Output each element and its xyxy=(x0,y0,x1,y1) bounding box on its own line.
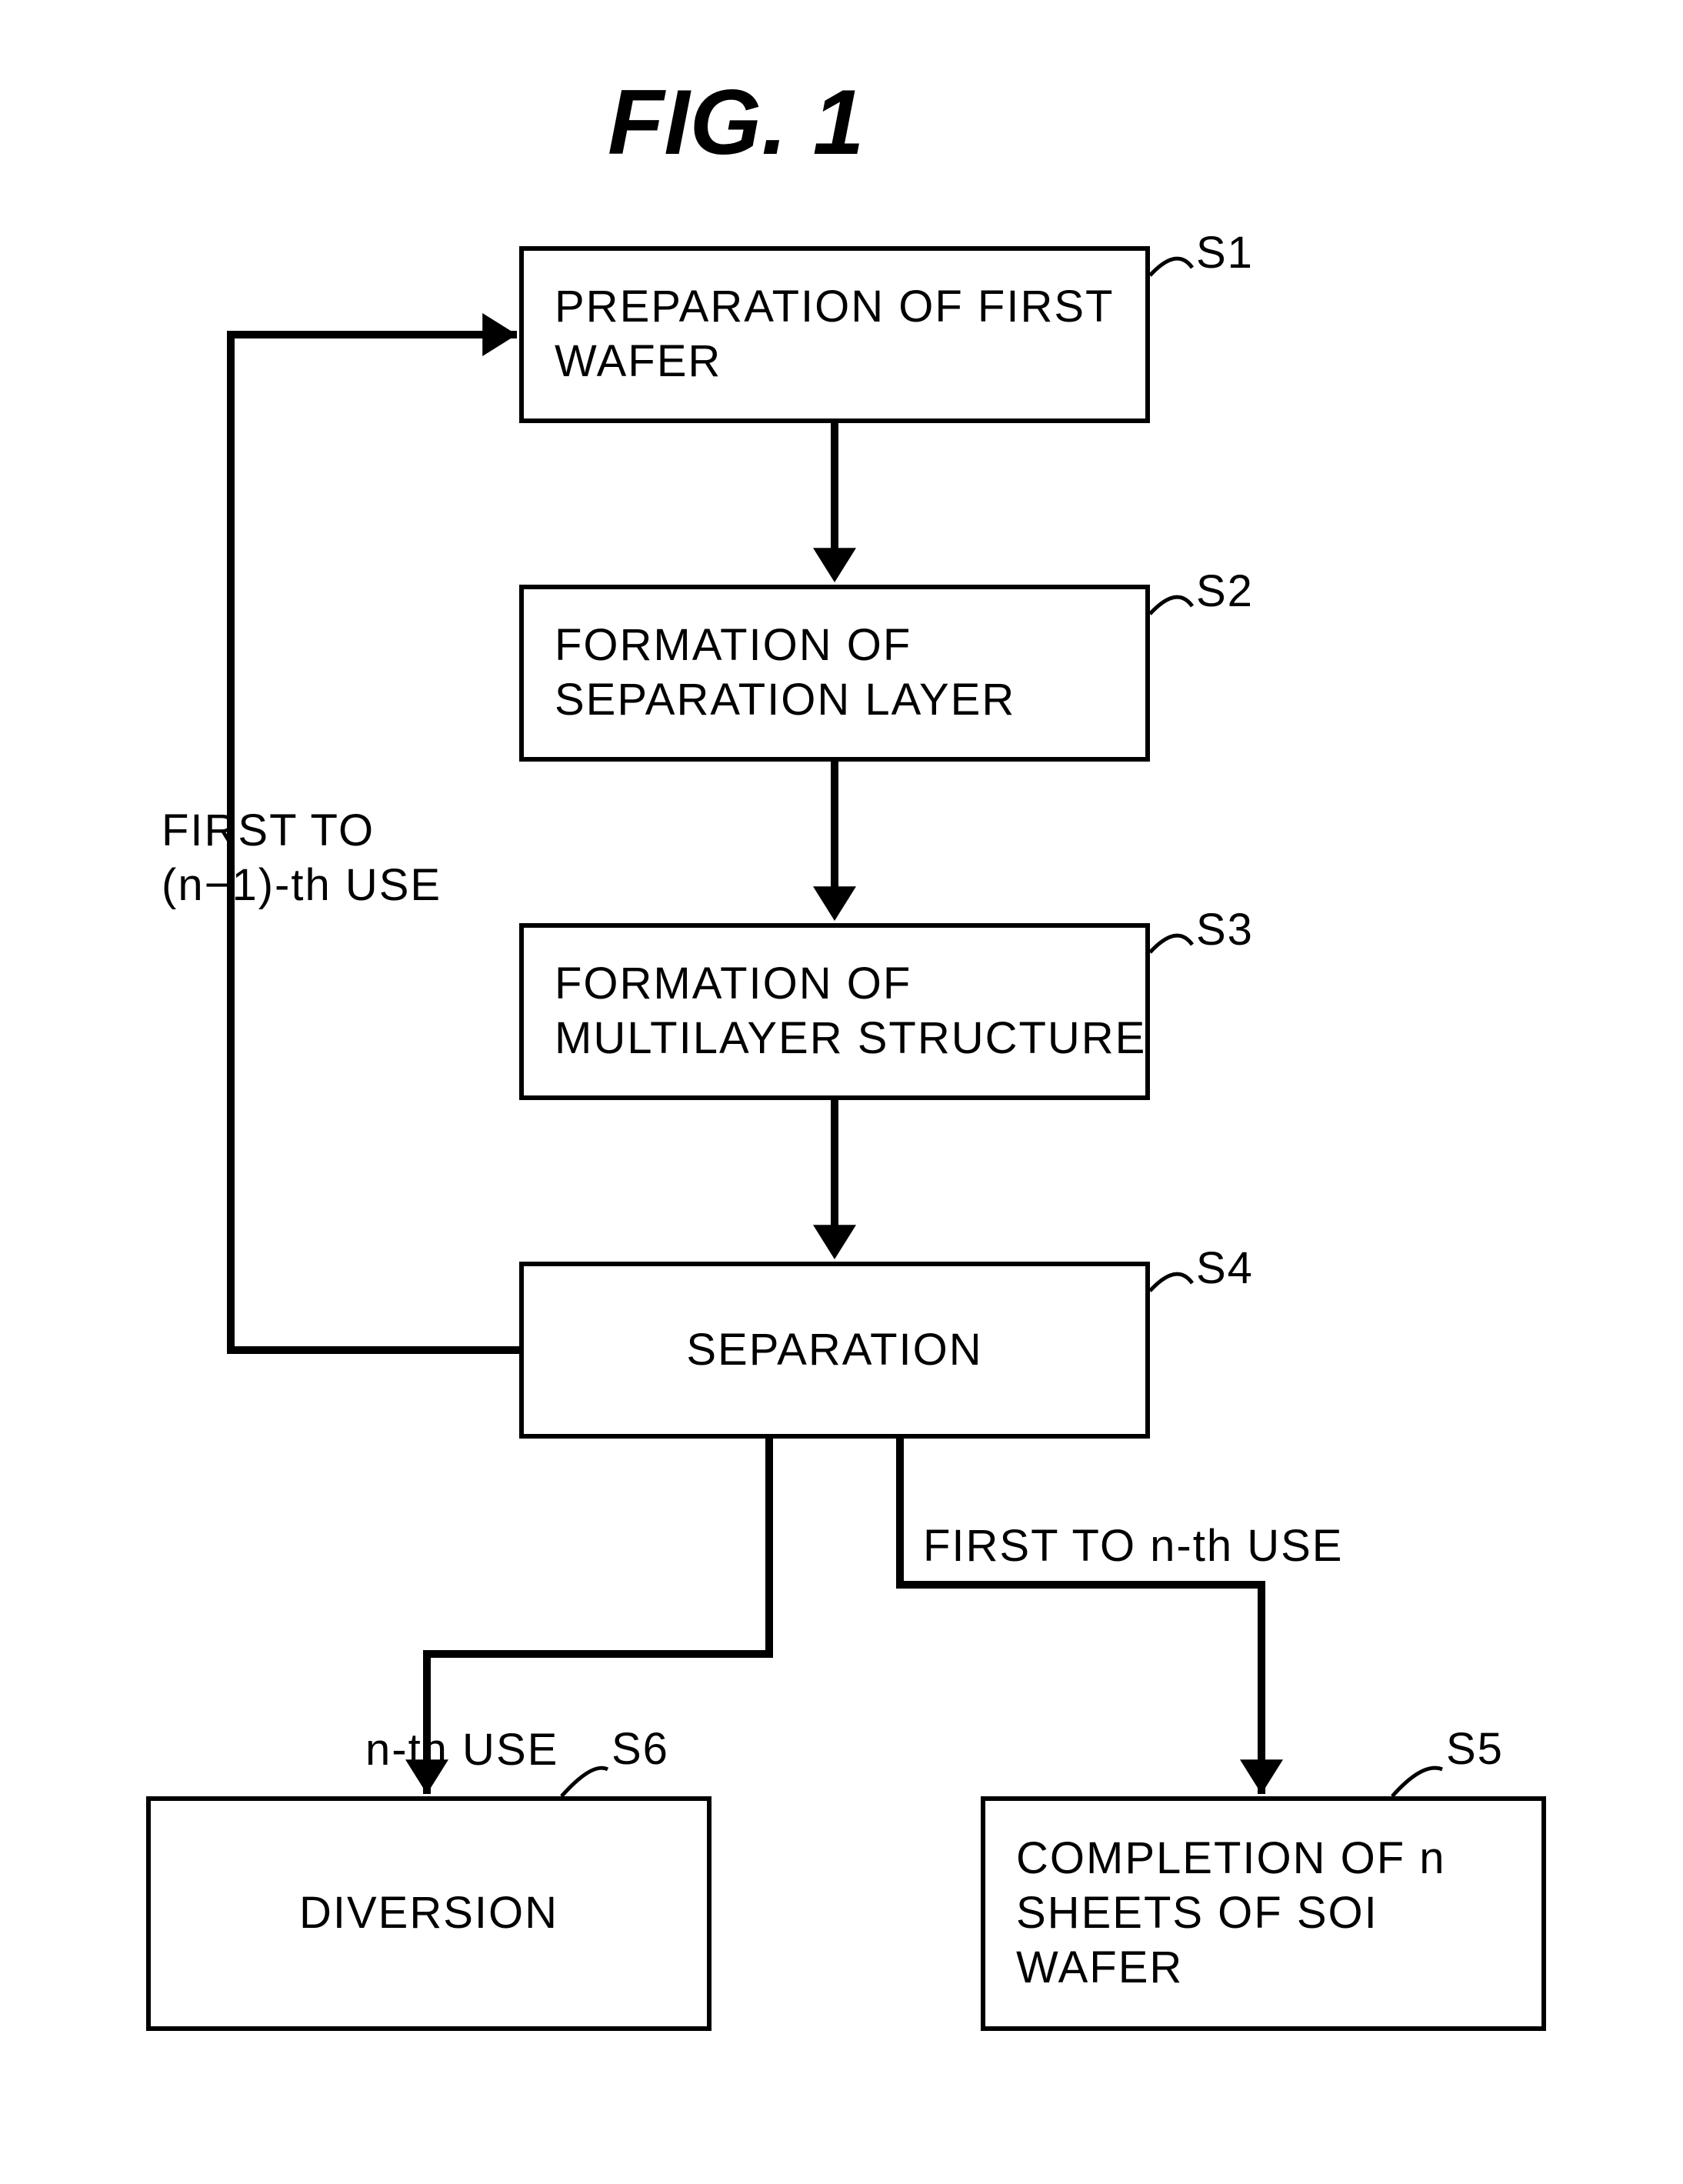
step-s2-box: FORMATION OF SEPARATION LAYER xyxy=(519,585,1150,762)
step-s3-text: FORMATION OF MULTILAYER STRUCTURE xyxy=(555,957,1146,1066)
loop-label: FIRST TO (n−1)-th USE xyxy=(162,804,442,913)
step-s4-box: SEPARATION xyxy=(519,1262,1150,1439)
step-s1-box: PREPARATION OF FIRST WAFER xyxy=(519,246,1150,423)
step-label-s5: S5 xyxy=(1446,1723,1504,1775)
step-s4-text: SEPARATION xyxy=(686,1323,982,1378)
step-s1-text: PREPARATION OF FIRST WAFER xyxy=(555,280,1114,389)
step-label-s4: S4 xyxy=(1196,1242,1254,1294)
right-branch-label: FIRST TO n-th USE xyxy=(923,1519,1343,1574)
step-s6-text: DIVERSION xyxy=(299,1886,558,1941)
figure-title: FIG. 1 xyxy=(608,69,864,175)
step-label-s2: S2 xyxy=(1196,565,1254,617)
step-label-s6: S6 xyxy=(612,1723,669,1775)
step-s5-box: COMPLETION OF n SHEETS OF SOI WAFER xyxy=(981,1796,1546,2031)
step-s6-box: DIVERSION xyxy=(146,1796,712,2031)
step-label-s3: S3 xyxy=(1196,904,1254,955)
step-s3-box: FORMATION OF MULTILAYER STRUCTURE xyxy=(519,923,1150,1100)
step-s5-text: COMPLETION OF n SHEETS OF SOI WAFER xyxy=(1016,1832,1446,1995)
step-s2-text: FORMATION OF SEPARATION LAYER xyxy=(555,619,1015,728)
left-branch-label: n-th USE xyxy=(365,1723,558,1778)
step-label-s1: S1 xyxy=(1196,227,1254,278)
